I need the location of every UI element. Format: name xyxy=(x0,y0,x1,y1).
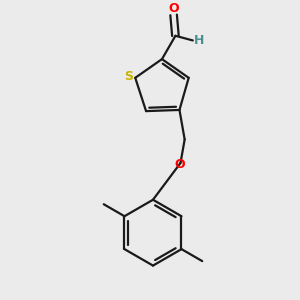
Text: O: O xyxy=(174,158,185,171)
Text: H: H xyxy=(194,34,205,47)
Text: O: O xyxy=(168,2,179,15)
Text: S: S xyxy=(124,70,133,83)
